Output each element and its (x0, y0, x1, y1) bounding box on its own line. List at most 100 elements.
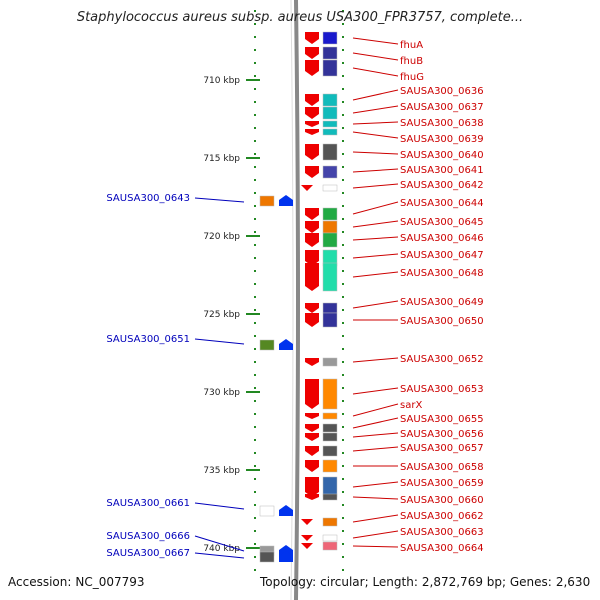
reverse-gene-label[interactable]: SAUSA300_0667 (106, 548, 190, 559)
forward-gene-label[interactable]: fhuG (400, 72, 424, 83)
forward-gene-label[interactable]: SAUSA300_0660 (400, 495, 484, 506)
forward-gene-arrow[interactable] (305, 60, 319, 76)
forward-gene-label[interactable]: SAUSA300_0650 (400, 316, 484, 327)
forward-gene-arrow[interactable] (305, 221, 319, 233)
forward-gene-label[interactable]: SAUSA300_0656 (400, 429, 484, 440)
forward-gene-label[interactable]: SAUSA300_0638 (400, 118, 484, 129)
forward-gene-label[interactable]: fhuB (400, 56, 423, 67)
reverse-gene-label[interactable]: SAUSA300_0643 (106, 193, 190, 204)
forward-gene-category-box[interactable] (322, 312, 338, 328)
forward-gene-category-box[interactable] (322, 120, 338, 128)
forward-gene-category-box[interactable] (322, 378, 338, 410)
forward-gene-arrow[interactable] (305, 233, 319, 247)
forward-gene-label[interactable]: SAUSA300_0647 (400, 250, 484, 261)
forward-gene-label[interactable]: SAUSA300_0664 (400, 543, 484, 554)
reverse-gene-category-box[interactable] (259, 195, 275, 207)
forward-gene-category-box[interactable] (322, 423, 338, 433)
forward-gene-category-box[interactable] (322, 220, 338, 234)
forward-gene-label[interactable]: SAUSA300_0653 (400, 384, 484, 395)
forward-gene-arrow[interactable] (305, 303, 319, 313)
forward-gene-arrow[interactable] (305, 477, 319, 497)
forward-gene-category-box[interactable] (322, 432, 338, 442)
forward-gene-category-box[interactable] (322, 302, 338, 314)
reverse-gene-label[interactable]: SAUSA300_0661 (106, 498, 190, 509)
forward-gene-label[interactable]: SAUSA300_0655 (400, 414, 484, 425)
forward-gene-label[interactable]: SAUSA300_0639 (400, 134, 484, 145)
forward-gene-arrow[interactable] (305, 446, 319, 456)
forward-gene-label[interactable]: sarX (400, 400, 422, 411)
forward-gene-label[interactable]: SAUSA300_0659 (400, 478, 484, 489)
forward-gene-arrow[interactable] (305, 263, 319, 291)
reverse-gene-arrow[interactable] (279, 505, 293, 516)
forward-gene-category-box[interactable] (322, 459, 338, 473)
forward-gene-category-box[interactable] (322, 262, 338, 292)
forward-gene-arrow[interactable] (301, 185, 313, 191)
forward-gene-category-box[interactable] (322, 31, 338, 45)
forward-gene-arrow[interactable] (305, 358, 319, 366)
forward-gene-arrow[interactable] (305, 208, 319, 220)
forward-gene-arrow[interactable] (305, 47, 319, 59)
forward-gene-arrow[interactable] (301, 535, 313, 541)
forward-gene-category-box[interactable] (322, 207, 338, 221)
forward-gene-label[interactable]: SAUSA300_0636 (400, 86, 484, 97)
forward-gene-category-box[interactable] (322, 517, 338, 527)
forward-gene-arrow[interactable] (305, 32, 319, 44)
reverse-gene-arrow[interactable] (279, 339, 293, 350)
forward-gene-arrow[interactable] (305, 379, 319, 409)
forward-gene-category-box[interactable] (322, 541, 338, 551)
forward-gene-arrow[interactable] (305, 144, 319, 160)
forward-gene-label[interactable]: SAUSA300_0646 (400, 233, 484, 244)
forward-gene-label[interactable]: SAUSA300_0644 (400, 198, 484, 209)
forward-gene-arrow[interactable] (305, 250, 319, 266)
reverse-gene-label[interactable]: SAUSA300_0666 (106, 531, 190, 542)
forward-gene-category-box[interactable] (322, 46, 338, 60)
forward-gene-category-box[interactable] (322, 165, 338, 179)
forward-gene-arrow[interactable] (305, 494, 319, 500)
forward-gene-category-box[interactable] (322, 493, 338, 501)
forward-gene-arrow[interactable] (305, 166, 319, 178)
forward-gene-arrow[interactable] (305, 413, 319, 419)
forward-gene-label[interactable]: SAUSA300_0640 (400, 150, 484, 161)
forward-gene-arrow[interactable] (305, 129, 319, 135)
forward-gene-arrow[interactable] (305, 107, 319, 119)
forward-gene-label[interactable]: SAUSA300_0649 (400, 297, 484, 308)
forward-gene-label[interactable]: SAUSA300_0652 (400, 354, 484, 365)
forward-gene-category-box[interactable] (322, 412, 338, 420)
forward-gene-arrow[interactable] (305, 94, 319, 106)
forward-gene-label[interactable]: SAUSA300_0658 (400, 462, 484, 473)
forward-gene-category-box[interactable] (322, 93, 338, 107)
forward-gene-category-box[interactable] (322, 445, 338, 457)
reverse-gene-arrow[interactable] (279, 195, 293, 206)
forward-gene-label[interactable]: SAUSA300_0648 (400, 268, 484, 279)
reverse-gene-label[interactable]: SAUSA300_0651 (106, 334, 190, 345)
forward-gene-category-box[interactable] (322, 59, 338, 77)
forward-gene-category-box[interactable] (322, 106, 338, 120)
forward-gene-label[interactable]: SAUSA300_0641 (400, 165, 484, 176)
forward-gene-label[interactable]: SAUSA300_0662 (400, 511, 484, 522)
reverse-gene-category-box[interactable] (259, 505, 275, 517)
forward-gene-category-box[interactable] (322, 357, 338, 367)
forward-gene-arrow[interactable] (305, 424, 319, 432)
reverse-gene-category-box[interactable] (259, 551, 275, 563)
reverse-gene-arrow[interactable] (279, 545, 293, 556)
forward-gene-arrow[interactable] (301, 519, 313, 525)
forward-gene-arrow[interactable] (305, 433, 319, 441)
forward-gene-label[interactable]: SAUSA300_0657 (400, 443, 484, 454)
reverse-gene-category-box[interactable] (259, 339, 275, 351)
forward-gene-category-box[interactable] (322, 232, 338, 248)
forward-gene-category-box[interactable] (322, 534, 338, 542)
reverse-gene-arrow[interactable] (279, 551, 293, 562)
forward-gene-category-box[interactable] (322, 143, 338, 161)
forward-gene-arrow[interactable] (301, 543, 313, 549)
forward-gene-label[interactable]: SAUSA300_0645 (400, 217, 484, 228)
forward-gene-label[interactable]: SAUSA300_0637 (400, 102, 484, 113)
forward-gene-category-box[interactable] (322, 128, 338, 136)
forward-gene-label[interactable]: SAUSA300_0642 (400, 180, 484, 191)
forward-gene-arrow[interactable] (305, 460, 319, 472)
forward-gene-arrow[interactable] (305, 313, 319, 327)
forward-gene-label[interactable]: fhuA (400, 40, 423, 51)
forward-gene-label[interactable]: SAUSA300_0663 (400, 527, 484, 538)
forward-gene-category-box[interactable] (322, 184, 338, 192)
forward-gene-arrow[interactable] (305, 121, 319, 127)
